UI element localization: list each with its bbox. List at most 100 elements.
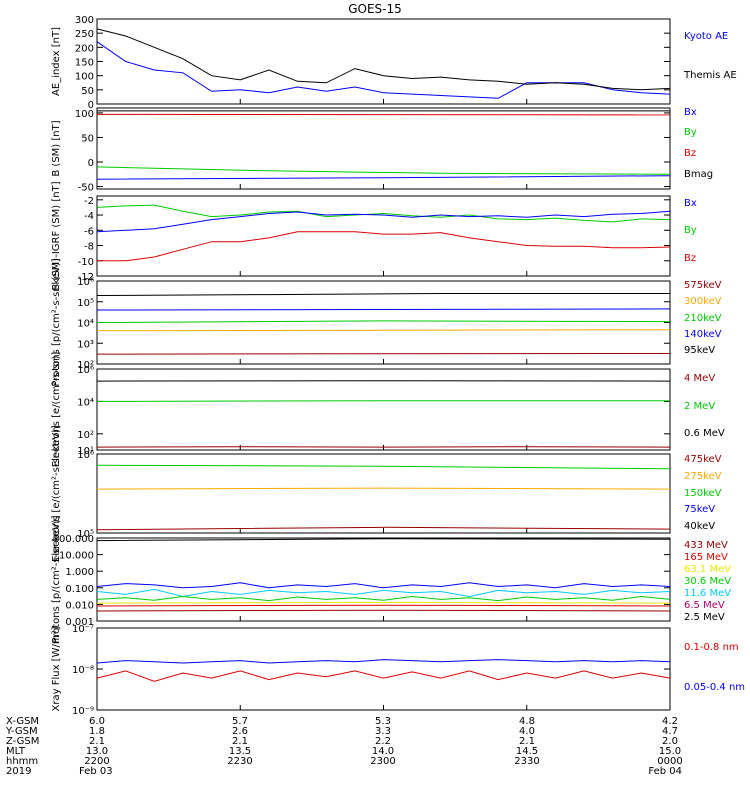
y-axis-label: B (SM) [nT] (51, 120, 62, 176)
y-axis-label: AE_index [nT] (51, 27, 62, 96)
legend-label: 75keV (684, 504, 715, 515)
legend-label: 140keV (684, 329, 722, 340)
legend-label: 4 MeV (684, 373, 715, 384)
y-tick-label: 10⁵ (77, 298, 94, 309)
series-line-11-6-mev (97, 589, 670, 596)
legend-label: 150keV (684, 488, 722, 499)
y-tick-label: 10⁴ (77, 319, 94, 330)
plot-title: GOES-15 (348, 2, 402, 16)
panel-frame (97, 196, 670, 276)
legend-label: 2 MeV (684, 401, 715, 412)
y-tick-label: 10⁻⁷ (72, 624, 94, 635)
legend-label: Bz (684, 148, 696, 159)
series-line-140kev (97, 309, 670, 310)
x-row-value: 2230 (227, 756, 252, 767)
y-tick-label: 10⁴ (77, 397, 94, 408)
series-line-bx (97, 211, 670, 232)
y-tick-label: -50 (78, 183, 94, 194)
y-axis-label: Xray Flux [W/m²] (51, 626, 62, 711)
legend-label: 30.6 MeV (684, 576, 731, 587)
series-line-themis-ae (97, 29, 670, 90)
series-line-6-5-mev (97, 583, 670, 588)
y-tick-label: 300 (75, 15, 94, 26)
y-tick-label: 50 (81, 86, 94, 97)
series-line-bz (97, 232, 670, 261)
y-tick-label: 10⁶ (77, 277, 94, 288)
legend-label: 2.5 MeV (684, 612, 725, 623)
legend-label: Bmag (684, 169, 713, 180)
series-line-30-6-mev (97, 597, 670, 601)
legend-label: 275keV (684, 471, 722, 482)
legend-label: 433 MeV (684, 540, 728, 551)
panel-frame (97, 538, 670, 621)
y-tick-label: 10.000 (59, 551, 94, 562)
series-line-bx (97, 176, 670, 180)
y-tick-label: 0.010 (65, 600, 94, 611)
series-line-kyoto-ae (97, 42, 670, 99)
series-line-0-1-0-8-nm (97, 660, 670, 663)
y-tick-label: 0.100 (65, 584, 94, 595)
y-tick-label: -8 (84, 242, 94, 253)
series-line-150kev (97, 465, 670, 469)
y-tick-label: 100 (75, 72, 94, 83)
y-tick-label: 10⁶ (77, 365, 94, 376)
legend-label: By (684, 225, 697, 236)
y-tick-label: 10² (77, 430, 94, 441)
x-row-value: Feb 04 (648, 766, 682, 777)
legend-label: 475keV (684, 454, 722, 465)
y-tick-label: -4 (84, 211, 94, 222)
legend-label: 95keV (684, 345, 715, 356)
y-axis-label: Protons [p/(cm²-s-sr-keV)] (51, 515, 62, 643)
legend-label: 300keV (684, 296, 722, 307)
series-line-63-1-mev (97, 603, 670, 604)
legend-label: 11.6 MeV (684, 588, 731, 599)
legend-label: 165 MeV (684, 552, 728, 563)
legend-label: 0.1-0.8 nm (684, 642, 739, 653)
y-tick-label: -10 (78, 257, 94, 268)
legend-label: Bz (684, 253, 696, 264)
series-line-2-5-mev (97, 539, 670, 541)
legend-label: 210keV (684, 313, 722, 324)
legend-label: Bx (684, 107, 697, 118)
panel-frame (97, 19, 670, 104)
panel-frame (97, 108, 670, 189)
y-tick-label: -2 (84, 196, 94, 207)
y-tick-label: 100 (75, 109, 94, 120)
series-line-433-mev (97, 610, 670, 611)
y-tick-label: -6 (84, 226, 94, 237)
series-line-165-mev (97, 605, 670, 606)
legend-label: By (684, 127, 697, 138)
legend-label: 63.1 MeV (684, 564, 731, 575)
legend-label: 40keV (684, 521, 715, 532)
series-line-575kev (97, 354, 670, 355)
series-line-bz (97, 114, 670, 115)
y-tick-label: 200 (75, 43, 94, 54)
x-row-value: 2330 (514, 756, 539, 767)
panel-bigrf: -12-10-8-6-4-2B (SM)-IGRF (SM) [nT]BxByB… (51, 181, 697, 290)
x-row-label: 2019 (6, 766, 31, 777)
series-line-95kev (97, 294, 670, 296)
legend-label: Bx (684, 198, 697, 209)
series-line-by (97, 167, 670, 174)
legend-label: 0.6 MeV (684, 428, 725, 439)
y-tick-label: 0 (88, 158, 94, 169)
legend-label: 0.05-0.4 nm (684, 682, 745, 693)
y-tick-label: 10³ (77, 339, 94, 350)
panel-protons2: 0.0010.0100.1001.00010.000100.000Protons… (51, 515, 731, 643)
series-line-275kev (97, 488, 670, 489)
legend-label: 575keV (684, 280, 722, 291)
series-line-by (97, 205, 670, 222)
legend-label: 6.5 MeV (684, 600, 725, 611)
series-line-2-mev (97, 401, 670, 402)
x-row-value: 2300 (370, 756, 395, 767)
panel-frame (97, 628, 670, 710)
